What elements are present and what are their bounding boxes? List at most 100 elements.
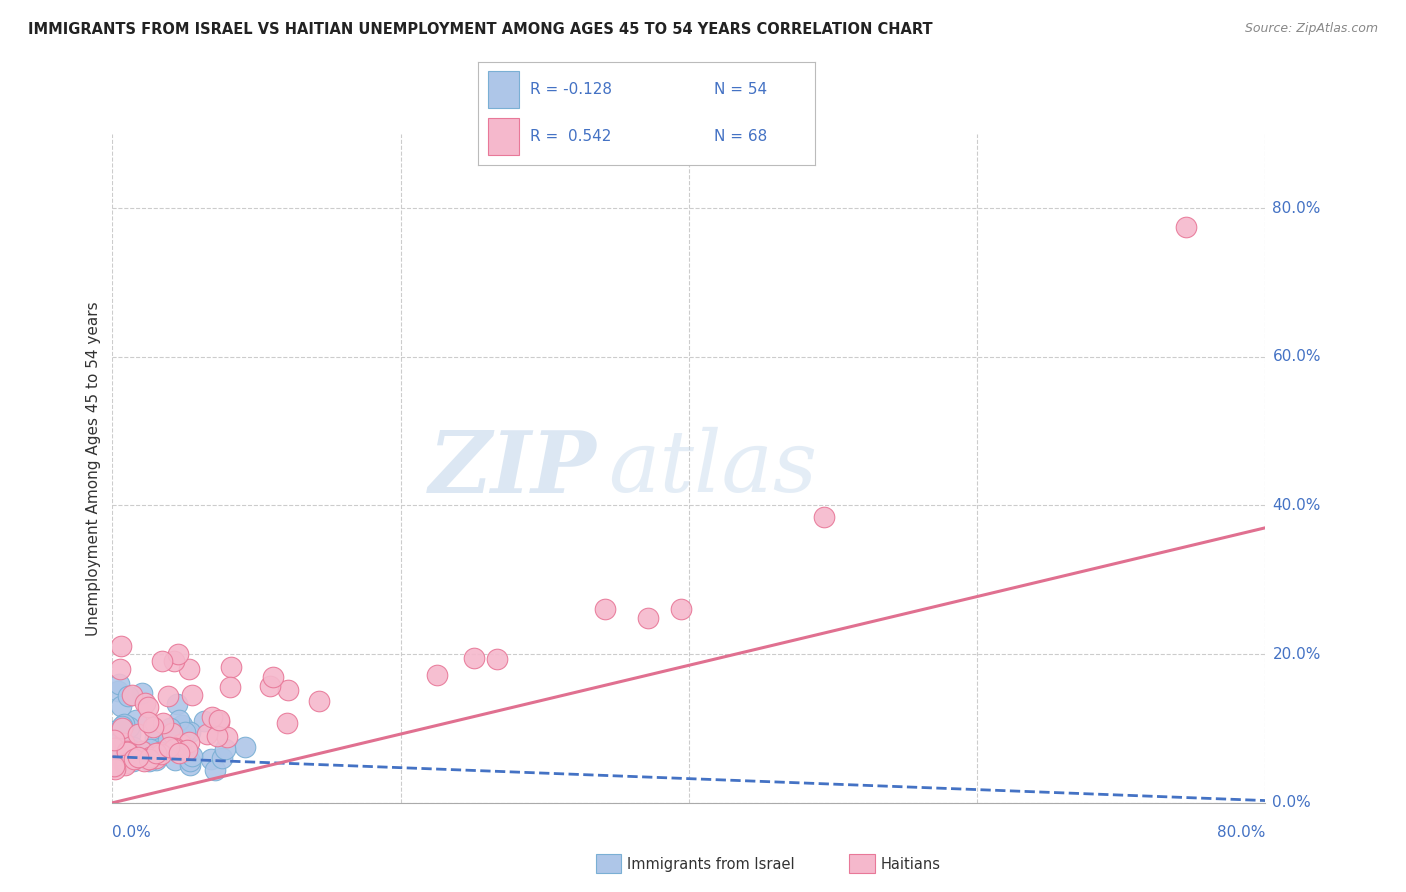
Point (813, 510, 835, 524)
Point (308, 693, 330, 707)
Point (157, 740, 180, 755)
Point (163, 741, 186, 756)
Point (114, 758, 136, 772)
Point (463, 650, 485, 665)
Text: atlas: atlas (609, 427, 817, 509)
Point (485, 652, 508, 666)
Point (121, 750, 143, 764)
Point (167, 746, 190, 760)
Point (179, 734, 201, 748)
Point (110, 732, 132, 747)
Point (115, 756, 138, 770)
Point (276, 716, 298, 731)
Point (179, 725, 201, 739)
Text: N = 54: N = 54 (714, 81, 768, 96)
Point (204, 764, 226, 778)
Point (593, 601, 616, 615)
Point (127, 727, 149, 741)
Point (103, 732, 125, 747)
Point (111, 721, 134, 735)
Point (136, 714, 159, 729)
Point (103, 760, 125, 774)
Point (103, 759, 125, 773)
Point (179, 754, 201, 768)
Point (208, 715, 231, 730)
Point (180, 688, 202, 702)
Point (165, 740, 187, 755)
Point (118, 745, 141, 759)
Point (219, 660, 242, 674)
Point (108, 744, 131, 758)
Text: Haitians: Haitians (880, 857, 941, 871)
Point (111, 719, 134, 733)
Point (103, 757, 125, 772)
Point (142, 750, 165, 764)
Point (117, 744, 139, 758)
Point (149, 740, 172, 755)
Point (139, 742, 162, 756)
Point (138, 752, 160, 766)
Text: ZIP: ZIP (429, 426, 596, 510)
Point (149, 747, 172, 761)
Point (110, 639, 132, 653)
Point (107, 747, 129, 762)
Point (211, 751, 233, 765)
Point (122, 739, 145, 754)
Point (277, 683, 299, 698)
Point (637, 611, 659, 625)
Point (145, 751, 167, 765)
Point (671, 602, 693, 616)
Point (143, 731, 166, 745)
Point (205, 729, 228, 743)
Point (103, 723, 125, 738)
Point (214, 741, 236, 756)
Point (138, 752, 160, 766)
Point (170, 737, 193, 751)
Point (117, 689, 139, 703)
Point (159, 721, 181, 735)
Point (262, 670, 284, 684)
Point (127, 750, 149, 764)
Point (103, 743, 125, 757)
Text: 20.0%: 20.0% (1272, 647, 1320, 662)
Point (150, 654, 173, 668)
Text: 0.0%: 0.0% (1272, 796, 1312, 810)
Point (131, 685, 153, 699)
Point (118, 741, 141, 756)
Point (259, 679, 281, 693)
Point (103, 740, 125, 755)
Point (107, 677, 129, 691)
Point (167, 647, 190, 661)
Point (114, 751, 136, 765)
Point (107, 684, 129, 698)
Text: 80.0%: 80.0% (1272, 201, 1320, 216)
Point (138, 747, 160, 761)
Point (166, 697, 188, 711)
Point (179, 758, 201, 772)
Point (156, 733, 179, 747)
Point (426, 668, 449, 682)
Point (142, 720, 165, 734)
Point (163, 753, 186, 767)
Text: N = 68: N = 68 (714, 128, 768, 144)
Point (152, 716, 174, 731)
Point (110, 736, 132, 750)
Point (149, 745, 172, 759)
Point (104, 762, 127, 776)
Y-axis label: Unemployment Among Ages 45 to 54 years: Unemployment Among Ages 45 to 54 years (86, 301, 101, 636)
Point (163, 729, 186, 743)
Point (105, 737, 128, 751)
Point (200, 752, 222, 766)
Point (145, 746, 167, 760)
Point (122, 752, 145, 766)
Point (169, 714, 191, 728)
Point (173, 725, 195, 739)
Point (138, 700, 160, 714)
Point (111, 722, 134, 736)
Text: R =  0.542: R = 0.542 (530, 128, 612, 144)
Point (170, 718, 193, 732)
Point (163, 654, 186, 668)
Point (110, 662, 132, 676)
Point (115, 745, 138, 759)
Point (1175, 219, 1198, 234)
